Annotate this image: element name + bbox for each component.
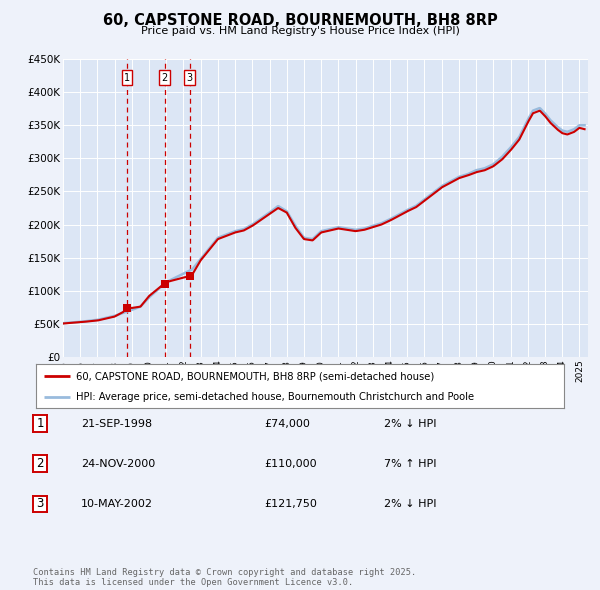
Text: £121,750: £121,750: [264, 499, 317, 509]
Text: 24-NOV-2000: 24-NOV-2000: [81, 459, 155, 468]
Text: 21-SEP-1998: 21-SEP-1998: [81, 419, 152, 428]
Text: 2% ↓ HPI: 2% ↓ HPI: [384, 419, 437, 428]
Text: 2: 2: [37, 457, 44, 470]
Text: Contains HM Land Registry data © Crown copyright and database right 2025.
This d: Contains HM Land Registry data © Crown c…: [33, 568, 416, 587]
Text: 60, CAPSTONE ROAD, BOURNEMOUTH, BH8 8RP (semi-detached house): 60, CAPSTONE ROAD, BOURNEMOUTH, BH8 8RP …: [76, 372, 434, 381]
Text: 3: 3: [37, 497, 44, 510]
Text: HPI: Average price, semi-detached house, Bournemouth Christchurch and Poole: HPI: Average price, semi-detached house,…: [76, 392, 474, 402]
Text: 10-MAY-2002: 10-MAY-2002: [81, 499, 153, 509]
Text: 3: 3: [187, 73, 193, 83]
Text: £110,000: £110,000: [264, 459, 317, 468]
Text: 1: 1: [37, 417, 44, 430]
Text: Price paid vs. HM Land Registry's House Price Index (HPI): Price paid vs. HM Land Registry's House …: [140, 26, 460, 35]
Text: 1: 1: [124, 73, 130, 83]
Text: 60, CAPSTONE ROAD, BOURNEMOUTH, BH8 8RP: 60, CAPSTONE ROAD, BOURNEMOUTH, BH8 8RP: [103, 12, 497, 28]
Text: 2: 2: [161, 73, 167, 83]
Text: 7% ↑ HPI: 7% ↑ HPI: [384, 459, 437, 468]
Text: £74,000: £74,000: [264, 419, 310, 428]
Text: 2% ↓ HPI: 2% ↓ HPI: [384, 499, 437, 509]
